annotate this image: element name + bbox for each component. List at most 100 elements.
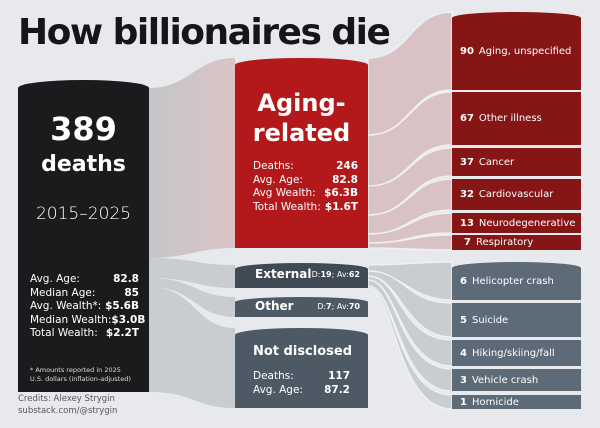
cause-count: 37 [460, 156, 474, 168]
other-avg-age: 70 [348, 302, 360, 311]
cause-count: 4 [460, 347, 467, 359]
external-deaths: 19 [320, 270, 332, 279]
other-meta: D:7; Av:70 [317, 302, 360, 311]
page-title: How billionaires die [18, 12, 391, 53]
stat-row: Avg. Wealth*: $5.6B [30, 300, 139, 314]
cause-count: 32 [460, 189, 474, 200]
cause-label: Respiratory [475, 237, 534, 248]
footnote: * Amounts reported in 2025 U.S. dollars … [30, 366, 143, 384]
total-deaths-node: 389 deaths 2015–2025 Avg. Age: 82.8 Media… [18, 80, 149, 392]
cause-label: Cancer [478, 156, 515, 168]
cause-count: 67 [460, 113, 474, 124]
flow-total-to-other [149, 278, 235, 317]
cause-bar-neurodegenerative: 13 Neurodegenerative [452, 213, 581, 233]
cause-bar-cardiovascular: 32 Cardiovascular [452, 179, 581, 210]
stat-value: $5.6B [105, 300, 139, 312]
stat-row: Median Wealth: $3.0B [30, 313, 145, 328]
stat-value: $1.6T [324, 200, 358, 213]
flow-total-to-external [149, 258, 235, 288]
stat-value: 82.8 [113, 273, 139, 285]
cause-bar-helicopter-crash: 6 Helicopter crash [452, 262, 581, 300]
footnote-line: U.S. dollars (inflation-adjusted) [30, 375, 131, 383]
stat-value: 246 [336, 160, 358, 172]
not-disclosed-title: Not disclosed [253, 344, 353, 359]
stat-label: Median Age: [30, 286, 96, 299]
stat-label: Avg. Wealth*: [30, 300, 102, 312]
cause-bar-cancer: 37 Cancer [452, 148, 581, 176]
external-avg-age: 62 [348, 270, 360, 279]
flow-total-to-not-disclosed [149, 287, 235, 408]
external-label: External [255, 267, 312, 281]
cause-count: 7 [464, 237, 471, 248]
cause-count: 5 [460, 314, 467, 326]
stat-label: Avg. Age: [30, 273, 80, 285]
cause-label: Neurodegenerative [478, 217, 576, 229]
aging-stats: Deaths: 246 Avg. Age: 82.8 Avg Wealth: $6.3… [253, 160, 358, 214]
stat-label: Total Wealth: [30, 327, 98, 339]
meta-sep: ; Av: [331, 270, 349, 279]
stat-value: 87.2 [324, 383, 350, 396]
total-deaths-count: 389 [50, 110, 117, 148]
stat-label: Avg. Age: [253, 173, 303, 186]
stat-row: Total Wealth: $2.2T [30, 327, 139, 341]
cause-count: 13 [460, 217, 474, 229]
cause-label: Helicopter crash [471, 275, 554, 287]
aging-related-title: Aging- related [235, 88, 368, 148]
stat-row: Total Wealth: $1.6T [253, 201, 358, 215]
flow-total-to-aging [149, 58, 235, 258]
meta-sep: ; Av: [331, 302, 349, 311]
other-deaths: 7 [326, 302, 332, 311]
total-stats: Avg. Age: 82.8 Median Age: 85 Avg. Wealth*… [30, 273, 145, 341]
cause-count: 1 [460, 396, 467, 408]
stat-row: Avg. Age: 82.8 [30, 273, 139, 287]
stat-label: Avg. Age: [253, 383, 303, 396]
stat-label: Median Wealth: [30, 313, 112, 326]
period-label: 2015–2025 [35, 204, 132, 224]
stat-row: Deaths: 246 [253, 160, 358, 174]
cause-bar-vehicle-crash: 3 Vehicle crash [452, 369, 581, 391]
not-disclosed-stats: Deaths: 117 Avg. Age: 87.2 [253, 370, 350, 397]
cause-label: Hiking/skiing/fall [471, 347, 555, 359]
external-node: External D:19; Av:62 [235, 263, 368, 288]
cause-bar-hiking-skiing-fall: 4 Hiking/skiing/fall [452, 340, 581, 366]
cause-label: Vehicle crash [471, 374, 539, 386]
external-meta: D:19; Av:62 [312, 270, 360, 279]
cause-bar-other-illness: 67 Other illness [452, 92, 581, 145]
cause-bar-respiratory: 7 Respiratory [452, 235, 581, 250]
stat-row: Avg Wealth: $6.3B [253, 187, 358, 201]
stat-label: Deaths: [253, 370, 294, 382]
stat-value: 82.8 [332, 173, 358, 186]
cause-label: Aging, unspecified [478, 45, 572, 57]
cause-count: 3 [460, 374, 467, 386]
credits-author: Credits: Alexey Strygin [18, 394, 115, 404]
meta-prefix: D: [317, 302, 327, 311]
other-label: Other [255, 299, 294, 313]
cause-label: Cardiovascular [478, 189, 554, 200]
cause-bar-suicide: 5 Suicide [452, 303, 581, 337]
stat-value: $6.3B [324, 187, 358, 199]
stat-row: Median Age: 85 [30, 287, 139, 301]
stat-label: Total Wealth: [253, 200, 321, 213]
stat-row: Deaths: 117 [253, 370, 350, 384]
stat-value: 85 [124, 286, 139, 299]
cause-bar-aging-unspecified: 90 Aging, unspecified [452, 12, 581, 90]
credits: Credits: Alexey Strygin substack.com/@st… [18, 393, 117, 417]
cause-label: Homicide [471, 396, 519, 408]
meta-prefix: D: [311, 270, 321, 279]
cause-label: Other illness [478, 113, 542, 124]
cause-count: 6 [460, 275, 467, 287]
cause-bar-homicide: 1 Homicide [452, 395, 581, 409]
title-line: Aging- [257, 89, 346, 117]
stat-label: Deaths: [253, 160, 294, 172]
aging-related-node: Aging- related Deaths: 246 Avg. Age: 82.8 … [235, 58, 368, 248]
stat-row: Avg. Age: 82.8 [253, 174, 358, 188]
stat-row: Avg. Age: 87.2 [253, 384, 350, 398]
not-disclosed-node: Not disclosed Deaths: 117 Avg. Age: 87.2 [235, 328, 368, 408]
stat-label: Avg Wealth: [253, 187, 316, 199]
total-deaths-unit: deaths [41, 152, 126, 177]
cause-count: 90 [460, 45, 474, 57]
other-node: Other D:7; Av:70 [235, 297, 368, 317]
title-line: related [252, 119, 351, 147]
stat-value: $3.0B [111, 313, 146, 326]
